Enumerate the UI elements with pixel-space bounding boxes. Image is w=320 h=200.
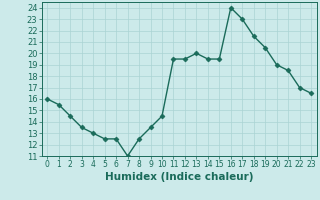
X-axis label: Humidex (Indice chaleur): Humidex (Indice chaleur) bbox=[105, 172, 253, 182]
